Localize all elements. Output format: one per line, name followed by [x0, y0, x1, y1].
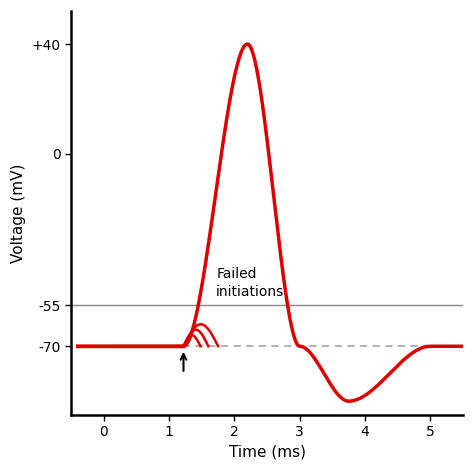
- X-axis label: Time (ms): Time (ms): [228, 445, 306, 460]
- Text: Failed
initiations: Failed initiations: [216, 267, 284, 299]
- Y-axis label: Voltage (mV): Voltage (mV): [11, 163, 26, 263]
